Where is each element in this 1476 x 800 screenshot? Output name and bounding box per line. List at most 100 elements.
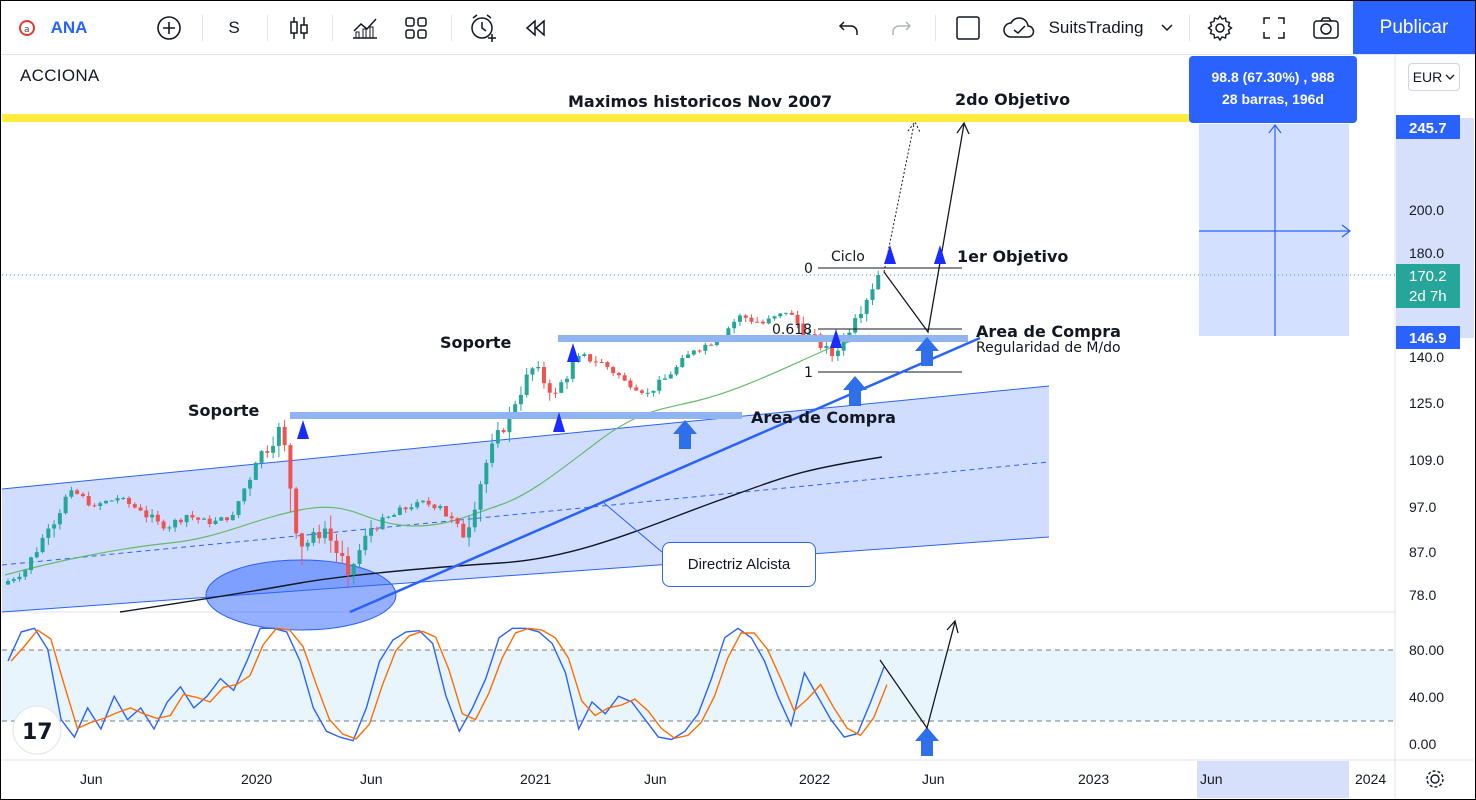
axis-settings-icon[interactable]	[1426, 770, 1444, 788]
redo-icon[interactable]	[883, 1, 919, 54]
candle-body	[559, 382, 564, 393]
candle-body	[807, 334, 812, 336]
settings-icon[interactable]	[1201, 1, 1239, 54]
candle-body	[628, 380, 633, 388]
snapshot-icon[interactable]	[1307, 1, 1345, 54]
annotation-regularidad[interactable]: Regularidad de M/do	[976, 340, 1121, 356]
channel-upper-line[interactable]	[1, 385, 1050, 490]
candlestick-icon[interactable]	[281, 1, 317, 54]
candle-body	[634, 387, 639, 391]
candle-body	[853, 318, 858, 333]
layout-name-button[interactable]: SuitsTrading	[1041, 1, 1151, 54]
projection-path[interactable]	[883, 123, 965, 334]
candle-body	[772, 316, 777, 319]
fib-1-label: 1	[804, 365, 813, 381]
fib-0-label: 0	[804, 261, 813, 277]
ath-line[interactable]	[2, 114, 1195, 122]
currency-select[interactable]: EUR	[1408, 63, 1460, 91]
candles-group[interactable]	[6, 270, 881, 587]
osc-projection-path[interactable]	[879, 621, 956, 730]
toolbar-divider	[1189, 15, 1190, 41]
time-tick: 2023	[1078, 771, 1109, 787]
channel-mid-line[interactable]	[1, 461, 1050, 566]
support-line-upper[interactable]	[558, 335, 968, 342]
candle-body	[737, 315, 742, 322]
candle-body	[784, 312, 789, 314]
arrow-right-icon	[1341, 224, 1351, 238]
stoch-d-line[interactable]	[10, 627, 888, 740]
trend-line[interactable]	[349, 336, 981, 614]
annotation-area-compra-upper[interactable]: Area de Compra	[976, 322, 1121, 341]
triangle-up-icon	[830, 329, 842, 348]
candle-body	[743, 315, 748, 318]
candle-body	[830, 346, 835, 356]
candle-body	[513, 404, 518, 413]
stoch-k-line[interactable]	[7, 627, 885, 742]
undo-icon[interactable]	[831, 1, 867, 54]
directriz-callout[interactable]: Directriz Alcista	[662, 542, 816, 587]
projection-box[interactable]	[1199, 124, 1349, 336]
support-line-lower[interactable]	[290, 412, 742, 419]
interval-button[interactable]: S	[215, 1, 253, 54]
annotation-ciclo[interactable]: Ciclo	[831, 249, 865, 265]
price-tick: 200.0	[1409, 202, 1444, 218]
time-tick: 2021	[520, 771, 551, 787]
add-symbol-icon[interactable]	[151, 1, 187, 54]
long-ma-line[interactable]	[119, 456, 883, 613]
short-ma-line[interactable]	[4, 334, 871, 576]
layout-icon[interactable]	[397, 1, 435, 54]
chevron-down-icon[interactable]	[1156, 1, 1178, 54]
candle-body	[426, 500, 431, 505]
alert-icon[interactable]	[463, 1, 503, 54]
annotation-soporte-lower[interactable]: Soporte	[188, 401, 260, 420]
annotation-objetivo-2[interactable]: 2do Objetivo	[955, 90, 1070, 109]
candle-body	[553, 392, 558, 394]
publish-button[interactable]: Publicar	[1353, 1, 1475, 54]
price-tick: 109.0	[1409, 452, 1444, 468]
candle-body	[127, 497, 132, 505]
annotation-area-compra-lower[interactable]: Area de Compra	[751, 408, 896, 427]
checkbox-icon[interactable]	[949, 1, 987, 54]
candle-body	[778, 313, 783, 317]
candle-body	[351, 563, 356, 575]
candle-body	[253, 462, 258, 480]
entry-price-text: 146.9	[1409, 330, 1447, 347]
arrow-up-icon	[946, 619, 959, 634]
measure-tooltip[interactable]: 98.8 (67.30%) , 988 28 barras, 196d	[1189, 56, 1357, 123]
candle-body	[242, 488, 247, 502]
candle-body	[588, 354, 593, 362]
candle-body	[674, 367, 679, 375]
candle-body	[876, 275, 881, 290]
callout-pointer	[603, 502, 663, 553]
indicators-icon[interactable]	[346, 1, 384, 54]
projection-dotted[interactable]	[883, 123, 915, 273]
candle-body	[334, 540, 339, 554]
candle-body	[403, 507, 408, 510]
candle-body	[703, 344, 708, 351]
candle-body	[63, 496, 68, 514]
price-axis[interactable]: 200.0 180.0 140.0 125.0 109.0 97.0 87.0 …	[1409, 202, 1444, 603]
time-axis[interactable]: Jun 2020 Jun 2021 Jun 2022 Jun 2023 Jun …	[80, 771, 1386, 787]
annotation-maximos[interactable]: Maximos historicos Nov 2007	[568, 92, 832, 111]
arrow-up-icon	[907, 121, 921, 133]
annotation-objetivo-1[interactable]: 1er Objetivo	[957, 247, 1068, 266]
big-arrow-up-icon	[843, 376, 867, 406]
low-zone-ellipse[interactable]	[205, 559, 397, 631]
candle-body	[835, 350, 840, 356]
annotation-soporte-upper[interactable]: Soporte	[440, 333, 512, 352]
chevron-down-icon	[1445, 74, 1455, 80]
fullscreen-icon[interactable]	[1255, 1, 1293, 54]
symbol-label: ANA	[50, 17, 88, 37]
candle-body	[536, 366, 541, 369]
channel-lower-line[interactable]	[1, 536, 1050, 613]
symbol-button[interactable]: ANA	[45, 1, 93, 54]
candle-body	[57, 513, 62, 525]
candle-body	[173, 519, 178, 528]
replay-icon[interactable]	[516, 1, 554, 54]
buy-arrows	[673, 337, 939, 756]
candle-body	[449, 516, 454, 519]
candle-body	[639, 390, 644, 393]
candle-body	[311, 532, 316, 543]
tradingview-logo-icon[interactable]	[12, 705, 62, 755]
cloud-icon[interactable]	[1001, 1, 1037, 54]
